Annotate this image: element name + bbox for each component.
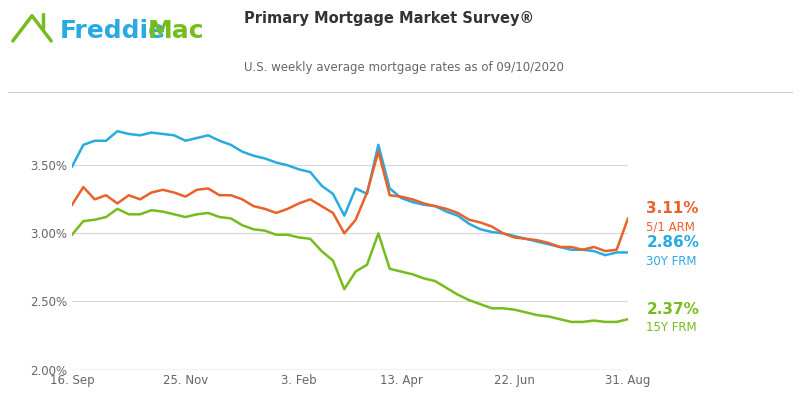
Text: Primary Mortgage Market Survey®: Primary Mortgage Market Survey® <box>244 10 534 26</box>
Text: 2.86%: 2.86% <box>646 235 699 250</box>
Text: 3.11%: 3.11% <box>646 201 699 216</box>
Text: Mac: Mac <box>148 19 205 43</box>
Text: 30Y FRM: 30Y FRM <box>646 255 697 268</box>
Text: 2.37%: 2.37% <box>646 302 699 317</box>
Text: 5/1 ARM: 5/1 ARM <box>646 220 695 234</box>
Text: U.S. weekly average mortgage rates as of 09/10/2020: U.S. weekly average mortgage rates as of… <box>244 61 564 74</box>
Text: Freddie: Freddie <box>60 19 166 43</box>
Text: 15Y FRM: 15Y FRM <box>646 321 697 334</box>
